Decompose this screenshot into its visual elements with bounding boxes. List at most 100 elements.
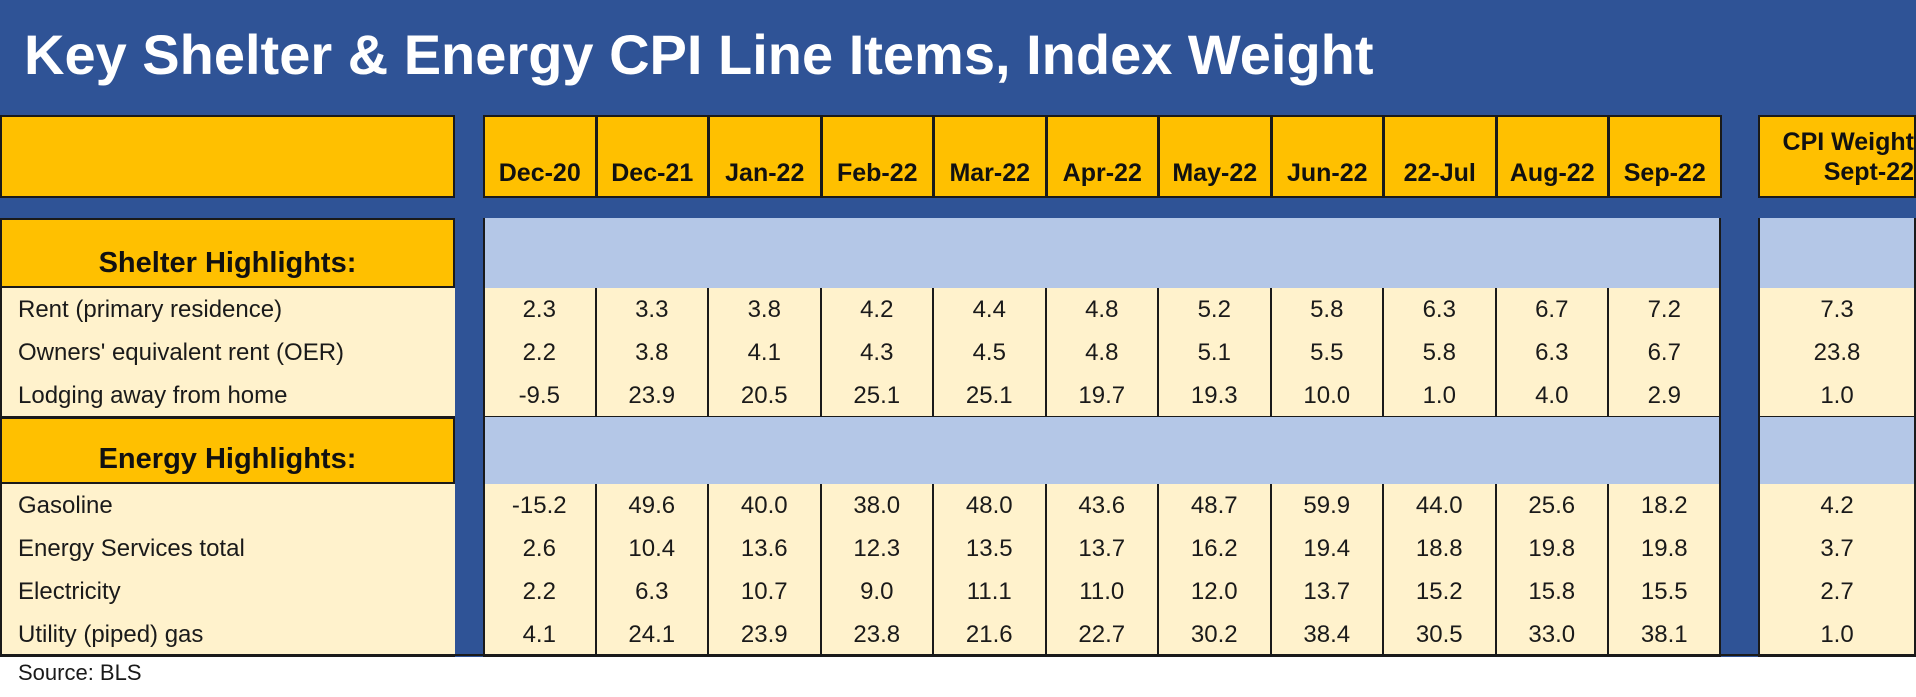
table-cell: 4.3: [820, 331, 933, 374]
column-rule: [707, 288, 709, 417]
table-cell: 30.2: [1158, 613, 1271, 656]
table-cell: 10.4: [595, 527, 708, 570]
weight-cell: 7.3: [1758, 288, 1916, 331]
column-header-weight: CPI Weight Sept-22: [1758, 115, 1916, 198]
separator-left: [455, 115, 483, 657]
table-cell: -9.5: [483, 374, 596, 417]
table-cell: 2.6: [483, 527, 596, 570]
table-cell: 21.6: [933, 613, 1046, 656]
column-rule: [1607, 484, 1609, 656]
table-cell: 2.3: [483, 288, 596, 331]
column-rule: [1382, 484, 1384, 656]
table-cell: 6.3: [1495, 331, 1608, 374]
header-label-cell: [0, 115, 455, 198]
weight-cell: 3.7: [1758, 527, 1916, 570]
column-rule: [1044, 288, 1047, 417]
column-header: Apr-22: [1045, 115, 1159, 198]
table-cell: 30.5: [1383, 613, 1496, 656]
table-cell: 24.1: [595, 613, 708, 656]
table-border: [1718, 218, 1721, 656]
table-cell: 25.6: [1495, 484, 1608, 527]
table-cell: 2.2: [483, 570, 596, 613]
table-title: Key Shelter & Energy CPI Line Items, Ind…: [24, 23, 1374, 86]
table-cell: 22.7: [1045, 613, 1158, 656]
table-cell: 25.1: [820, 374, 933, 417]
row-label: Owners' equivalent rent (OER): [0, 331, 455, 374]
table-cell: 16.2: [1158, 527, 1271, 570]
separator-right: [1720, 115, 1758, 657]
row-label: Electricity: [0, 570, 455, 613]
table-cell: 6.7: [1495, 288, 1608, 331]
table-cell: 11.1: [933, 570, 1046, 613]
table-cell: 6.3: [1383, 288, 1496, 331]
table-cell: 2.9: [1608, 374, 1721, 417]
weight-cell: 1.0: [1758, 613, 1916, 656]
table-cell: 3.8: [708, 288, 821, 331]
table-cell: 15.5: [1608, 570, 1721, 613]
column-header: May-22: [1158, 115, 1272, 198]
table-cell: 5.5: [1270, 331, 1383, 374]
table-cell: 13.7: [1045, 527, 1158, 570]
column-rule: [1269, 288, 1272, 417]
section-band: [483, 218, 1721, 288]
table-cell: 19.3: [1158, 374, 1271, 417]
column-header: Sep-22: [1608, 115, 1722, 198]
table-cell: -15.2: [483, 484, 596, 527]
table-cell: 6.3: [595, 570, 708, 613]
table-cell: 9.0: [820, 570, 933, 613]
table-cell: 13.6: [708, 527, 821, 570]
table-border: [483, 218, 485, 656]
table-cell: 4.4: [933, 288, 1046, 331]
table-cell: 38.0: [820, 484, 933, 527]
section-label: Shelter Highlights:: [0, 218, 455, 288]
table-cell: 19.7: [1045, 374, 1158, 417]
table-cell: 4.2: [820, 288, 933, 331]
row-label: Rent (primary residence): [0, 288, 455, 331]
table-cell: 44.0: [1383, 484, 1496, 527]
column-header: 22-Jul: [1383, 115, 1497, 198]
row-label: Gasoline: [0, 484, 455, 527]
table-cell: 18.2: [1608, 484, 1721, 527]
section-label: Energy Highlights:: [0, 417, 455, 484]
weight-header-line: Sept-22: [1823, 157, 1914, 186]
column-header: Mar-22: [933, 115, 1047, 198]
table-cell: 43.6: [1045, 484, 1158, 527]
row-label: Utility (piped) gas: [0, 613, 455, 656]
table-cell: 13.5: [933, 527, 1046, 570]
table-cell: 4.0: [1495, 374, 1608, 417]
table-cell: 4.1: [708, 331, 821, 374]
table-cell: 10.7: [708, 570, 821, 613]
table-cell: 11.0: [1045, 570, 1158, 613]
section-band-weight: [1758, 417, 1916, 484]
table-cell: 33.0: [1495, 613, 1608, 656]
table-cell: 4.8: [1045, 288, 1158, 331]
column-rule: [1157, 484, 1159, 656]
table-cell: 59.9: [1270, 484, 1383, 527]
table-cell: 12.0: [1158, 570, 1271, 613]
table-cell: 23.9: [595, 374, 708, 417]
table-cell: 4.1: [483, 613, 596, 656]
column-rule: [1044, 484, 1047, 656]
column-rule: [1494, 288, 1497, 417]
column-rule: [932, 484, 934, 656]
column-rule: [594, 484, 597, 656]
table-cell: 25.1: [933, 374, 1046, 417]
row-label: Lodging away from home: [0, 374, 455, 417]
table-cell: 5.1: [1158, 331, 1271, 374]
table-cell: 13.7: [1270, 570, 1383, 613]
table-cell: 19.4: [1270, 527, 1383, 570]
table-cell: 38.1: [1608, 613, 1721, 656]
table-cell: 5.8: [1270, 288, 1383, 331]
column-header: Jan-22: [708, 115, 822, 198]
table-cell: 19.8: [1495, 527, 1608, 570]
column-rule: [819, 288, 822, 417]
section-rule: [483, 655, 1721, 657]
column-rule: [1157, 288, 1159, 417]
table-cell: 48.0: [933, 484, 1046, 527]
column-rule: [594, 288, 597, 417]
column-rule: [1269, 484, 1272, 656]
table-cell: 40.0: [708, 484, 821, 527]
table-cell: 23.9: [708, 613, 821, 656]
table-cell: 1.0: [1383, 374, 1496, 417]
